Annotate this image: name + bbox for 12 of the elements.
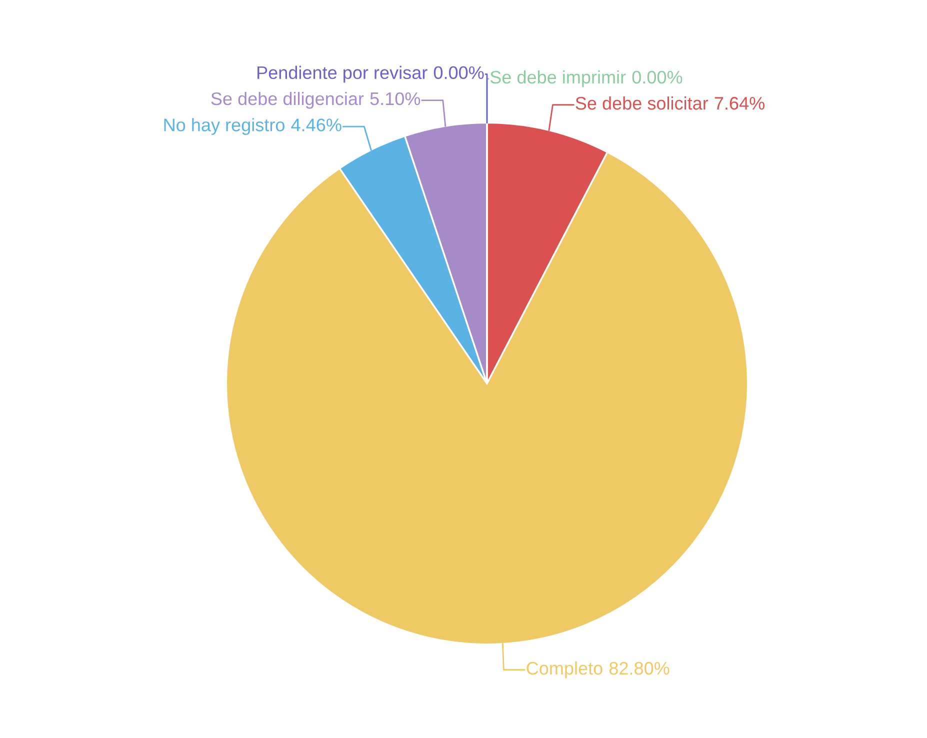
category-label: Pendiente por revisar [258, 66, 428, 83]
text: 0.00% [632, 70, 682, 84]
slice-label: Completo [526, 661, 602, 678]
slice-label: No hay registro [164, 118, 284, 135]
category-label: Se debe imprimir [490, 70, 626, 88]
slice-label: Se debe diligenciar [211, 92, 364, 109]
data-label: 4.46% [291, 118, 342, 132]
slice-label: Se debe solicitar [576, 96, 708, 110]
data-label: 82.80% [609, 662, 670, 675]
data-label: 7.64% [714, 96, 764, 110]
data-label: 5.10% [370, 92, 420, 106]
text: 0.00% [434, 66, 484, 80]
